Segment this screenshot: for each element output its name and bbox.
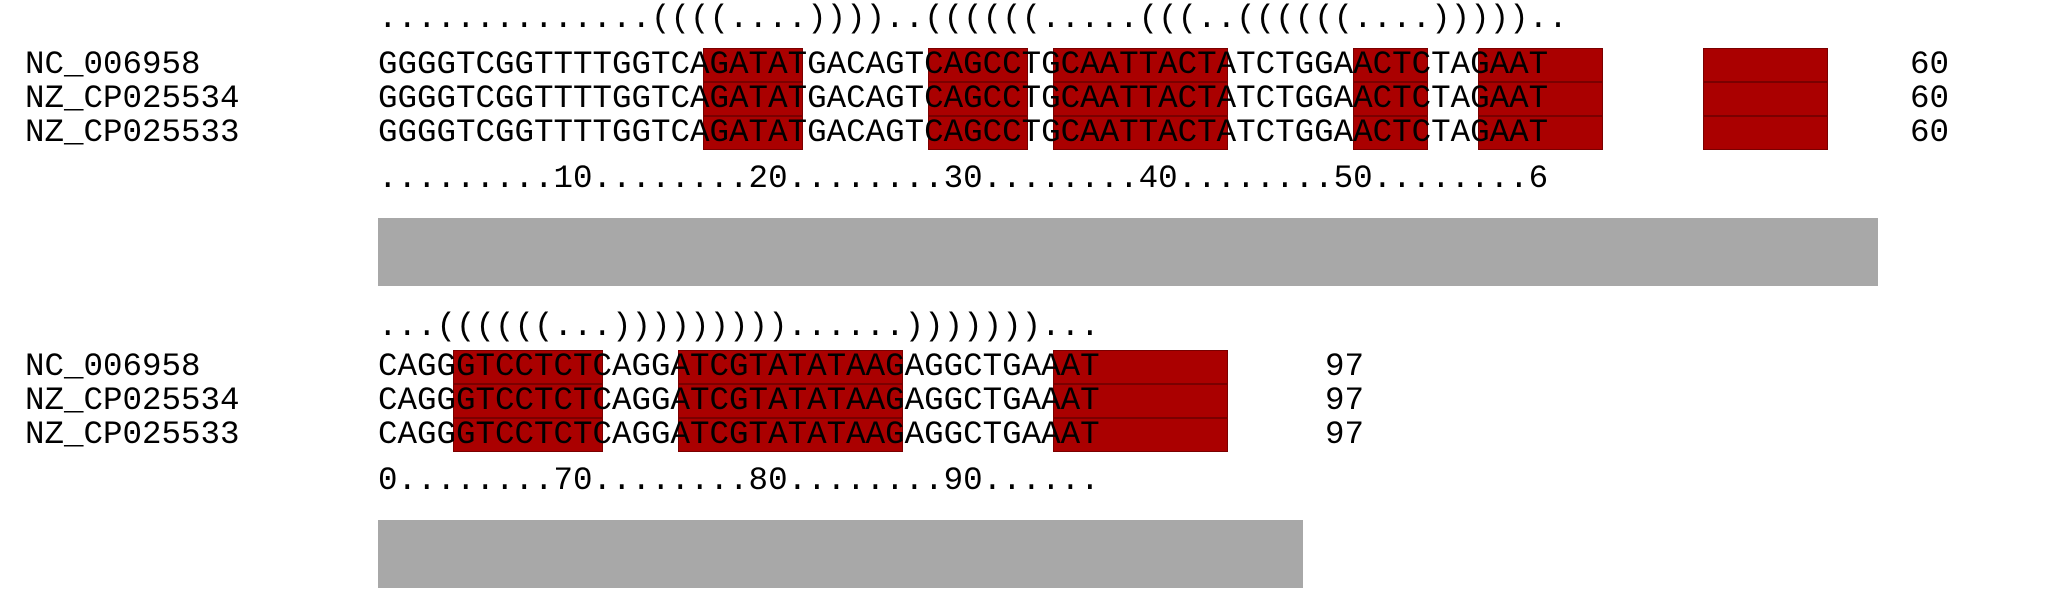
sequence-row: GGGGTCGGTTTTGGTCAGATATGACAGTCAGCCTGCAATT… <box>378 80 1828 117</box>
paired-region-highlight <box>1353 48 1428 82</box>
paired-region-highlight <box>1353 82 1428 116</box>
paired-region-highlight <box>678 350 903 384</box>
sequence-text: CAGGGTCCTCTCAGGATCGTATATAAGAGGCTGAAAT <box>378 382 1100 419</box>
paired-region-highlight <box>1053 384 1228 418</box>
paired-region-highlight <box>1053 418 1228 452</box>
paired-region-highlight <box>703 116 803 150</box>
sequence-end-position: 97 <box>1325 416 1365 453</box>
paired-region-highlight <box>453 418 603 452</box>
sequence-end-position: 60 <box>1910 46 1950 83</box>
paired-region-highlight <box>928 48 1028 82</box>
paired-region-highlight <box>1703 48 1828 82</box>
position-ruler: .........10........20........30........4… <box>378 160 1549 197</box>
paired-region-highlight <box>928 116 1028 150</box>
sequence-row: CAGGGTCCTCTCAGGATCGTATATAAGAGGCTGAAAT <box>378 348 1228 385</box>
secondary-structure-line: ..............((((....))))..((((((.....(… <box>378 0 1568 37</box>
sequence-name: NZ_CP025534 <box>25 80 240 117</box>
paired-region-highlight <box>1353 116 1428 150</box>
sequence-end-position: 97 <box>1325 348 1365 385</box>
sequence-row: GGGGTCGGTTTTGGTCAGATATGACAGTCAGCCTGCAATT… <box>378 114 1828 151</box>
paired-region-highlight <box>928 82 1028 116</box>
paired-region-highlight <box>678 384 903 418</box>
paired-region-highlight <box>703 48 803 82</box>
sequence-row: CAGGGTCCTCTCAGGATCGTATATAAGAGGCTGAAAT <box>378 382 1228 419</box>
conservation-bar <box>378 520 1303 588</box>
position-ruler: 0........70........80........90...... <box>378 462 1100 499</box>
paired-region-highlight <box>1703 116 1828 150</box>
sequence-text: CAGGGTCCTCTCAGGATCGTATATAAGAGGCTGAAAT <box>378 348 1100 385</box>
sequence-text: GGGGTCGGTTTTGGTCAGATATGACAGTCAGCCTGCAATT… <box>378 46 1549 83</box>
paired-region-highlight <box>1053 116 1228 150</box>
paired-region-highlight <box>1478 82 1603 116</box>
paired-region-highlight <box>1053 48 1228 82</box>
paired-region-highlight <box>678 418 903 452</box>
paired-region-highlight <box>1053 82 1228 116</box>
sequence-end-position: 60 <box>1910 80 1950 117</box>
sequence-name: NZ_CP025533 <box>25 114 240 151</box>
paired-region-highlight <box>1703 82 1828 116</box>
paired-region-highlight <box>453 350 603 384</box>
paired-region-highlight <box>1478 48 1603 82</box>
sequence-name: NC_006958 <box>25 348 201 385</box>
sequence-text: GGGGTCGGTTTTGGTCAGATATGACAGTCAGCCTGCAATT… <box>378 114 1549 151</box>
paired-region-highlight <box>703 82 803 116</box>
paired-region-highlight <box>453 384 603 418</box>
secondary-structure-line: ...((((((...)))))))))......)))))))... <box>378 308 1100 345</box>
sequence-name: NZ_CP025533 <box>25 416 240 453</box>
sequence-end-position: 60 <box>1910 114 1950 151</box>
paired-region-highlight <box>1053 350 1228 384</box>
sequence-row: CAGGGTCCTCTCAGGATCGTATATAAGAGGCTGAAAT <box>378 416 1228 453</box>
paired-region-highlight <box>1478 116 1603 150</box>
sequence-text: GGGGTCGGTTTTGGTCAGATATGACAGTCAGCCTGCAATT… <box>378 80 1549 117</box>
sequence-end-position: 97 <box>1325 382 1365 419</box>
sequence-row: GGGGTCGGTTTTGGTCAGATATGACAGTCAGCCTGCAATT… <box>378 46 1828 83</box>
sequence-name: NZ_CP025534 <box>25 382 240 419</box>
conservation-bar <box>378 218 1878 286</box>
sequence-name: NC_006958 <box>25 46 201 83</box>
sequence-text: CAGGGTCCTCTCAGGATCGTATATAAGAGGCTGAAAT <box>378 416 1100 453</box>
